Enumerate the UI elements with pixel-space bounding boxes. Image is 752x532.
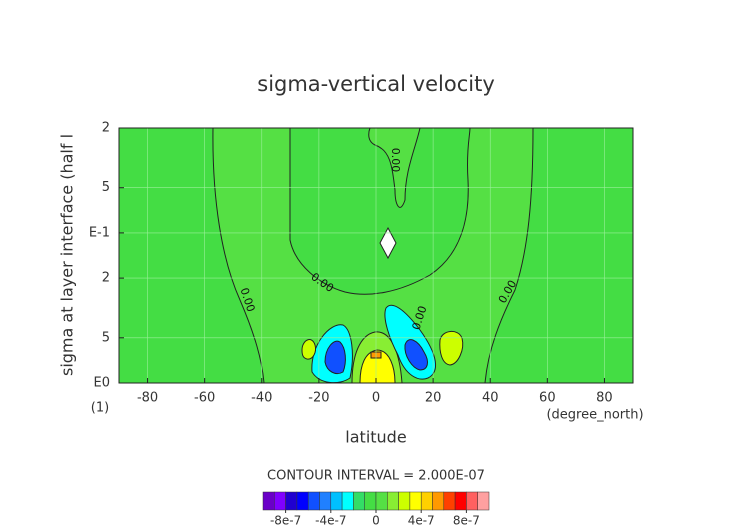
colorbar-box [319,491,332,511]
y-tick-label: 2 [102,121,110,136]
x-tick-label: -80 [137,391,158,406]
colorbar-box [409,491,422,511]
missing-region [379,226,397,260]
colorbar-box [341,491,354,511]
x-axis-unit: (degree_north) [546,408,643,423]
contour-region [404,339,428,371]
x-tick-label: -60 [194,391,215,406]
colorbar-box [398,491,411,511]
colorbar-box [466,491,478,511]
x-tick-label: 40 [482,391,499,406]
x-tick-label: 0 [372,391,380,406]
y-axis-label: sigma at layer interface (half l [58,134,77,376]
x-tick-label: -40 [251,391,272,406]
colorbar-label: 8e-7 [453,514,480,528]
contour-interval: CONTOUR INTERVAL = 2.000E-07 [267,469,485,484]
colorbar-label: -8e-7 [270,514,301,528]
colorbar-box [387,491,399,511]
contour-region [359,349,396,384]
colorbar-box [477,491,490,511]
colorbar-box [454,491,467,511]
y-tick-label: 5 [102,180,110,195]
colorbar-box [353,491,365,511]
contour-region [289,127,471,295]
colorbar-box [330,491,343,511]
x-axis-label: latitude [345,428,406,447]
y-axis-unit: (1) [91,401,109,416]
colorbar-box [285,491,298,511]
colorbar-box [262,491,275,511]
colorbar-label: 4e-7 [408,514,435,528]
colorbar-box [296,491,309,511]
colorbar-box [375,491,388,511]
colorbar-label: 0 [372,514,380,528]
x-tick-label: -20 [308,391,329,406]
colorbar-box [420,491,433,511]
chart-title: sigma-vertical velocity [257,72,495,96]
colorbar-box [364,491,377,511]
y-tick-label: E0 [94,376,111,391]
x-tick-label: 60 [539,391,556,406]
contour-label: 0.00 [389,148,402,173]
colorbar-box [432,491,445,511]
x-tick-label: 20 [425,391,442,406]
colorbar-box [443,491,456,511]
y-tick-label: 2 [102,271,110,286]
contour-region [301,339,316,360]
contour-region [324,340,346,375]
y-tick-label: 5 [102,330,110,345]
colorbar-box [307,491,320,511]
y-tick-label: E-1 [89,225,110,240]
colorbar-box [274,491,286,511]
colorbar-label: -4e-7 [315,514,346,528]
contour-region [439,331,464,366]
x-tick-label: 80 [596,391,613,406]
